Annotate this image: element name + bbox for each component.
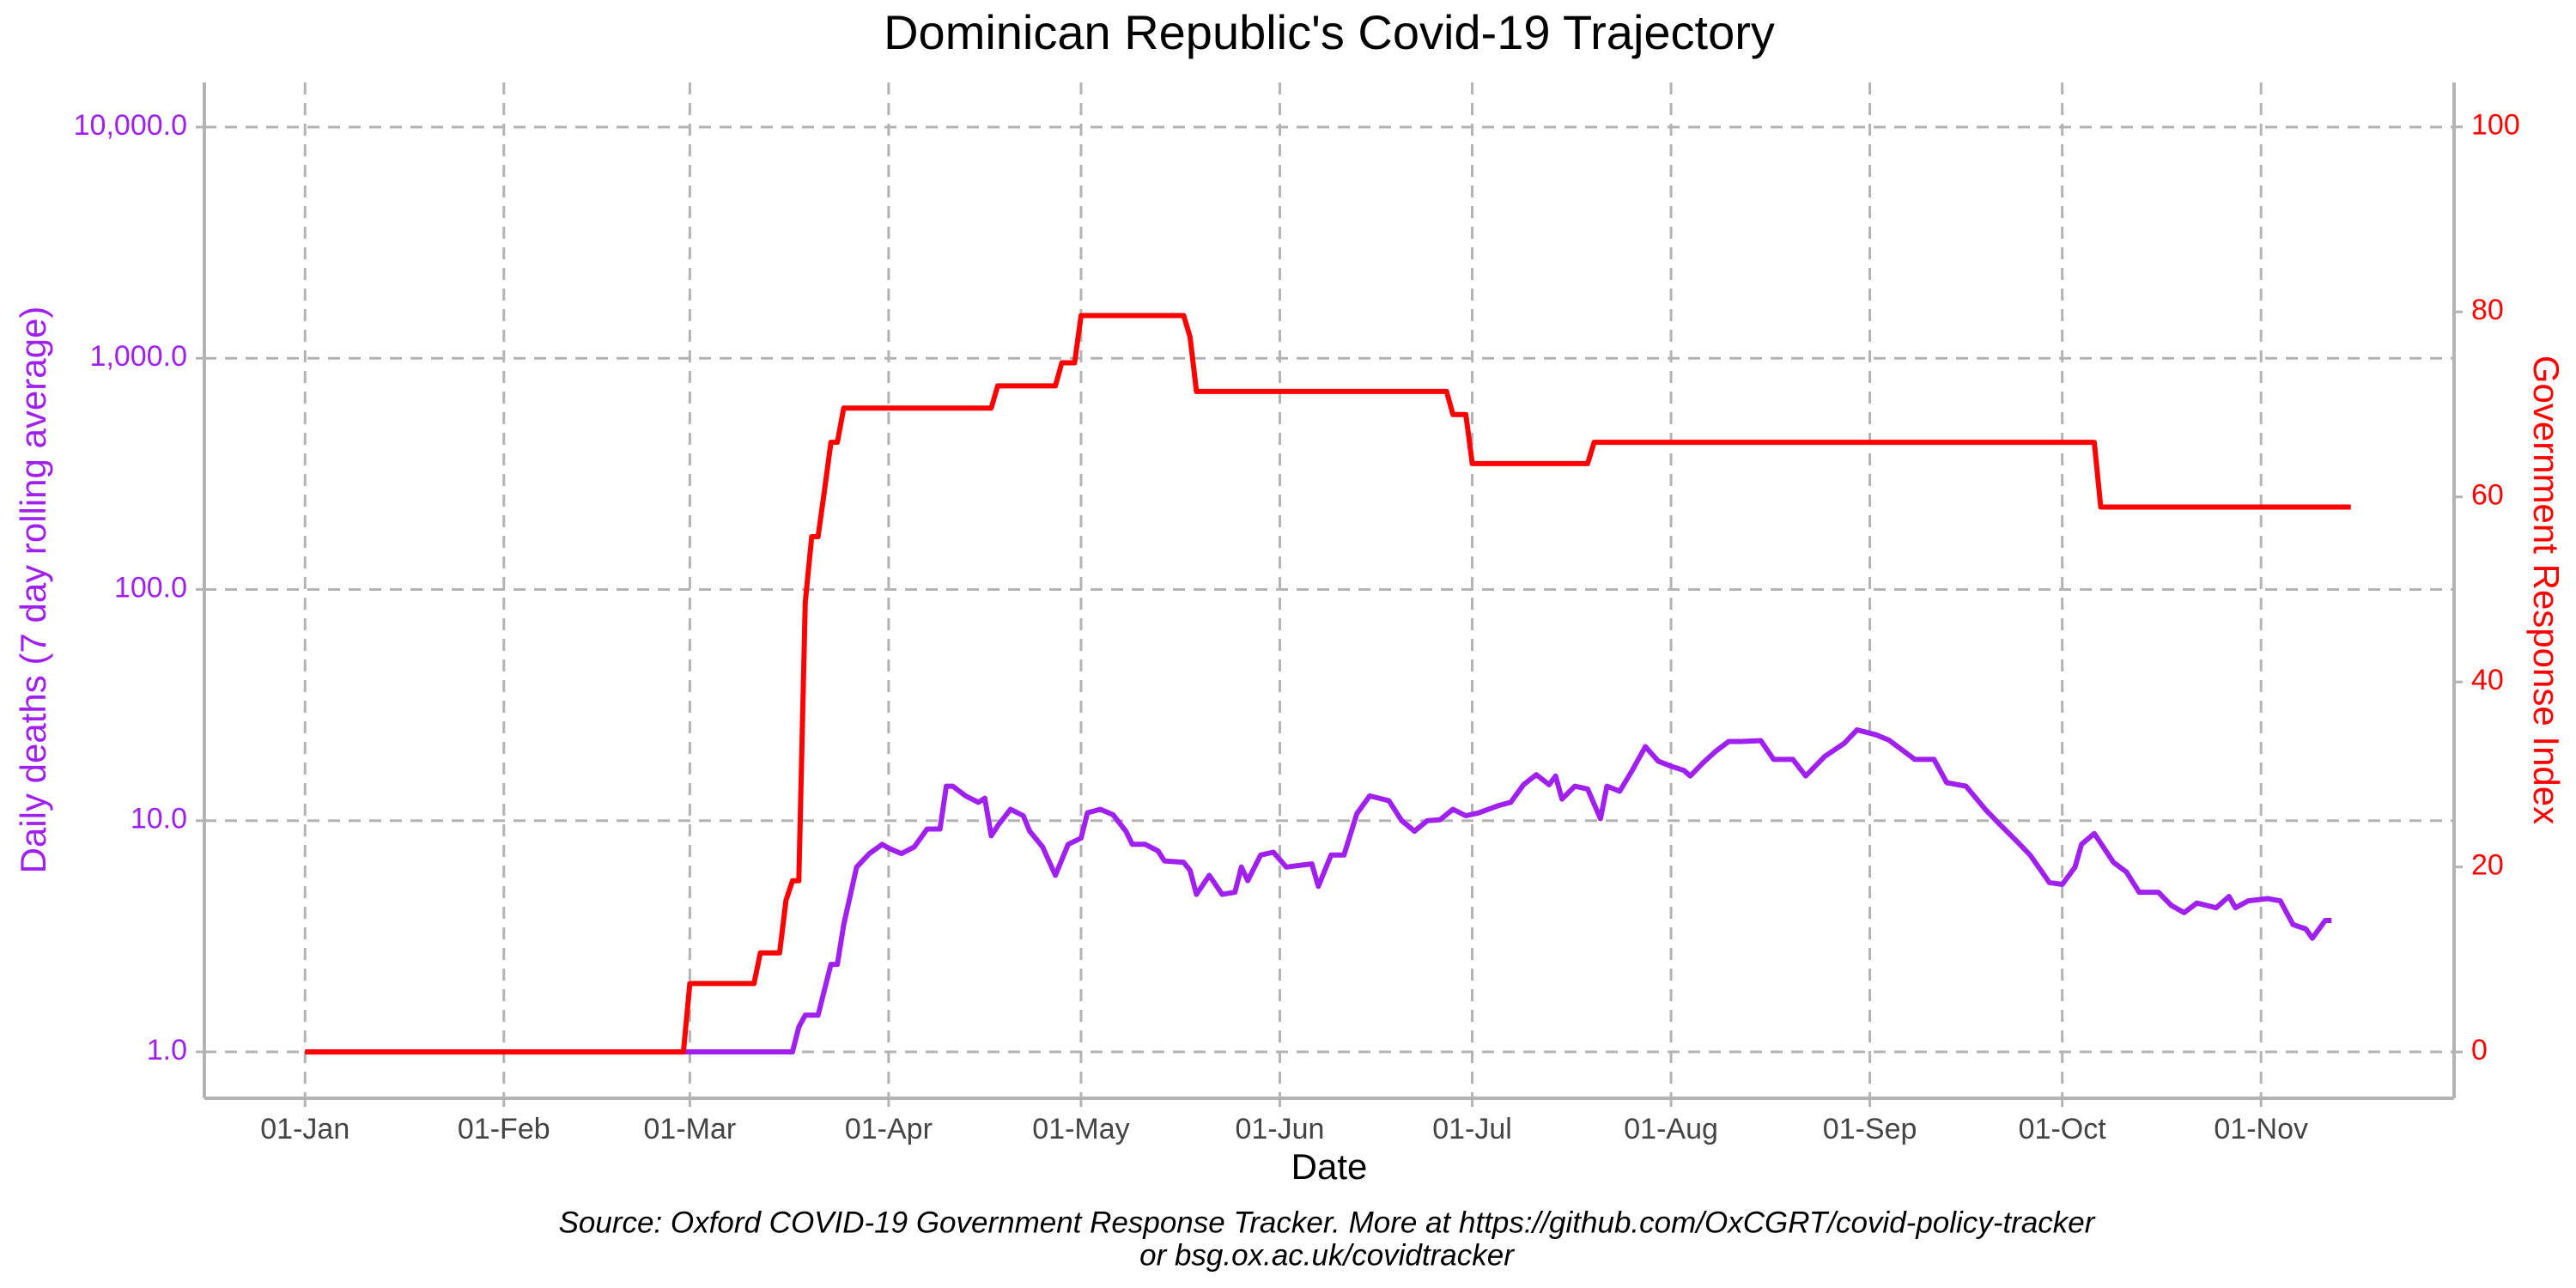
y2-tick-label: 80 — [2471, 294, 2504, 326]
y-tick-label: 1,000.0 — [90, 340, 187, 373]
y-tick-label: 10.0 — [131, 803, 187, 835]
series-line — [305, 727, 2332, 1054]
x-tick-label: 01-Apr — [845, 1113, 933, 1145]
chart-title: Dominican Republic's Covid-19 Trajectory — [884, 5, 1775, 59]
y2-tick-label: 0 — [2471, 1034, 2488, 1066]
x-axis-title: Date — [1291, 1146, 1368, 1187]
source-note: Source: Oxford COVID-19 Government Respo… — [559, 1206, 2096, 1239]
y2-tick-label: 60 — [2471, 479, 2504, 512]
x-tick-label: 01-Nov — [2214, 1113, 2308, 1145]
y-tick-label: 1.0 — [147, 1034, 187, 1066]
x-tick-label: 01-Oct — [2019, 1113, 2107, 1145]
series-line — [305, 313, 2351, 1055]
x-tick-label: 01-Feb — [458, 1113, 550, 1145]
y-tick-label: 100.0 — [114, 571, 187, 604]
y-axis-title: Daily deaths (7 day rolling average) — [13, 307, 53, 874]
y-tick-label: 10,000.0 — [74, 109, 187, 142]
y2-axis-title: Government Response Index — [2526, 355, 2567, 824]
x-tick-label: 01-Jul — [1432, 1113, 1512, 1145]
x-tick-label: 01-Mar — [644, 1113, 737, 1145]
y2-tick-label: 40 — [2471, 664, 2504, 696]
y2-tick-label: 20 — [2471, 849, 2504, 882]
x-tick-label: 01-Jun — [1236, 1113, 1325, 1145]
x-tick-label: 01-Sep — [1823, 1113, 1917, 1145]
source-note: or bsg.ox.ac.uk/covidtracker — [1139, 1238, 1515, 1272]
y2-tick-label: 100 — [2471, 109, 2520, 142]
x-tick-label: 01-Aug — [1624, 1113, 1718, 1145]
x-tick-label: 01-Jan — [260, 1113, 349, 1145]
x-tick-label: 01-May — [1032, 1113, 1129, 1145]
